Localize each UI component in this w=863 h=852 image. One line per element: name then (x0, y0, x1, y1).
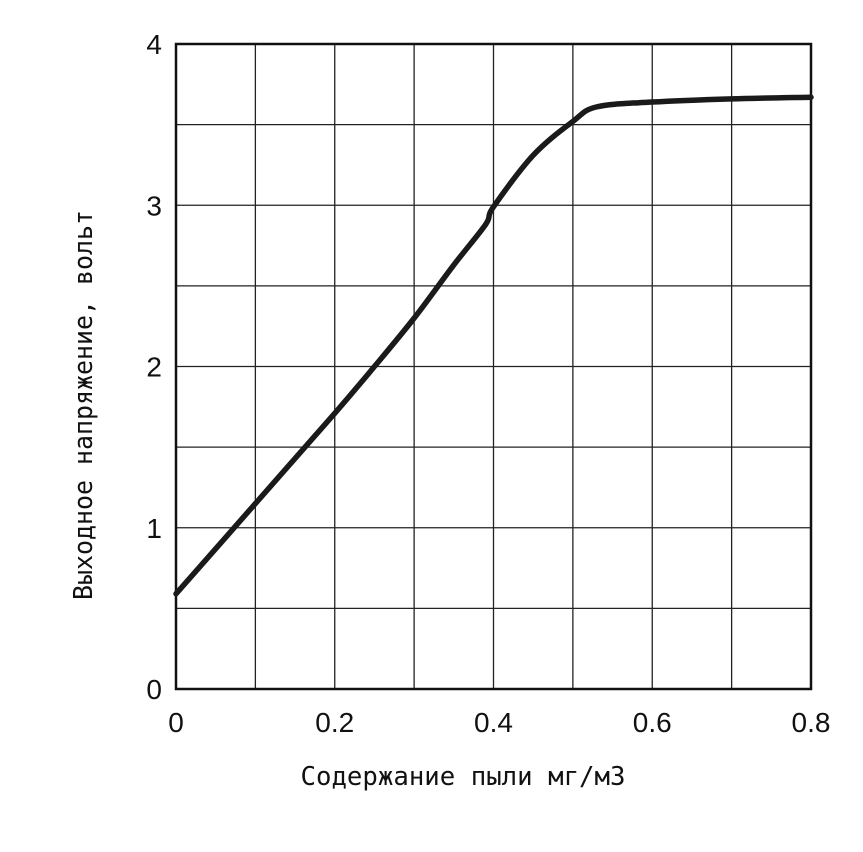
y-tick-label: 4 (146, 29, 162, 60)
x-tick-labels: 0 0.2 0.4 0.6 0.8 (168, 707, 830, 738)
x-tick-label: 0.6 (633, 707, 672, 738)
x-tick-label: 0.4 (474, 707, 513, 738)
y-tick-label: 3 (146, 190, 162, 221)
x-tick-label: 0 (168, 707, 184, 738)
series-line-output (173, 94, 814, 597)
y-tick-label: 0 (146, 674, 162, 705)
y-tick-label: 2 (146, 352, 162, 383)
y-tick-labels: 0 1 2 3 4 (146, 29, 162, 705)
plot-frame (174, 42, 813, 691)
x-tick-label: 0.2 (315, 707, 354, 738)
grid (176, 44, 811, 689)
x-tick-label: 0.8 (792, 707, 831, 738)
y-axis-label: Выходное напряжение, вольт (69, 210, 99, 600)
y-tick-label: 1 (146, 513, 162, 544)
x-axis-label: Содержание пыли мг/м3 (301, 762, 626, 792)
